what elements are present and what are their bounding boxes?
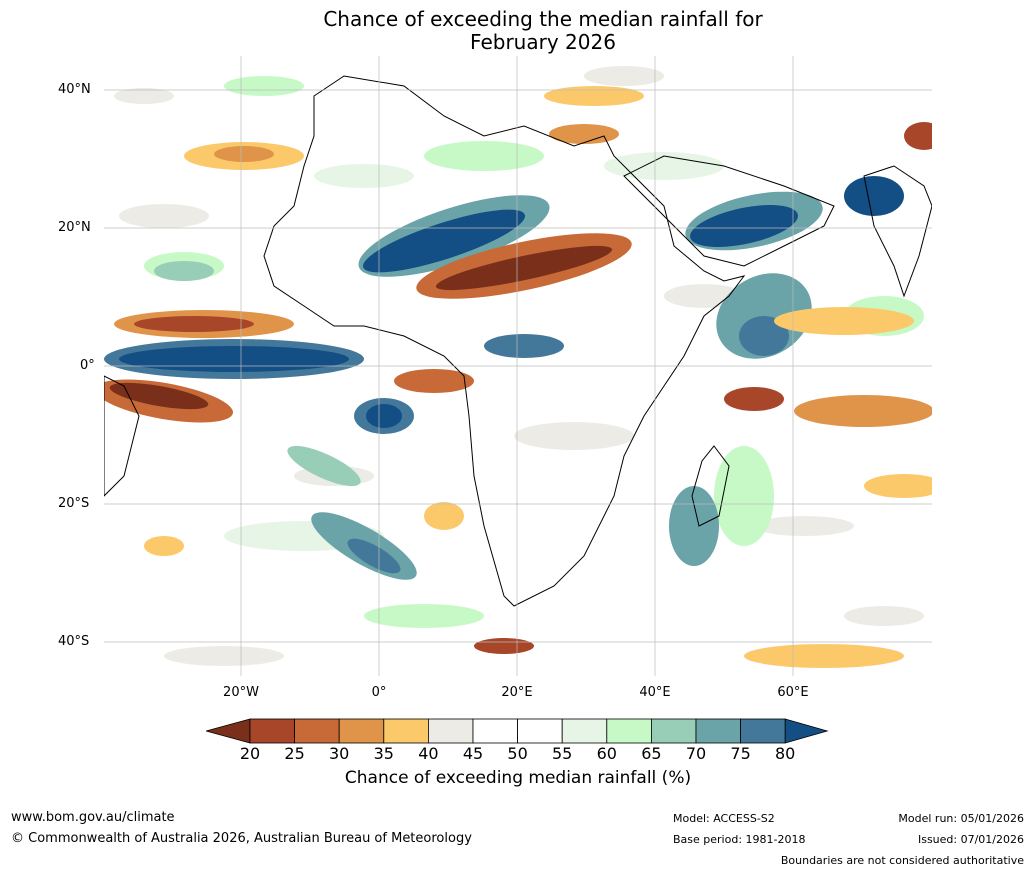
title-line-2: February 2026 <box>470 30 616 54</box>
lat-label-20s: 20°S <box>58 496 90 511</box>
colorbar-tick-label: 30 <box>329 744 350 763</box>
title-line-1: Chance of exceeding the median rainfall … <box>323 7 763 31</box>
madagascar-coastline <box>691 445 730 527</box>
colorbar-tick-label: 65 <box>641 744 662 763</box>
colorbar-cell <box>249 718 295 744</box>
lon-label-40e: 40°E <box>639 685 671 700</box>
lat-label-40s: 40°S <box>58 634 90 649</box>
colorbar-label: Chance of exceeding median rainfall (%) <box>344 768 692 788</box>
colorbar-tick-label: 80 <box>775 744 796 763</box>
colorbar-cell <box>695 718 741 744</box>
colorbar-cell <box>606 718 652 744</box>
disclaimer-text: Boundaries are not considered authoritat… <box>780 854 1024 867</box>
rainfall-map <box>104 56 932 676</box>
issued-text: Issued: 07/01/2026 <box>917 833 1024 846</box>
model-text: Model: ACCESS-S2 <box>673 812 775 825</box>
wet-anomaly-patches <box>104 176 904 580</box>
colorbar-tick-label: 25 <box>284 744 305 763</box>
colorbar-low-extension <box>206 718 251 744</box>
colorbar-cell <box>740 718 786 744</box>
colorbar <box>206 718 829 744</box>
south-america-coastline <box>104 375 140 497</box>
dry-anomaly-patches <box>104 86 932 668</box>
model-run-text: Model run: 05/01/2026 <box>898 812 1024 825</box>
colorbar-high-extension <box>784 718 829 744</box>
colorbar-tick-label: 60 <box>596 744 617 763</box>
map-svg <box>104 56 932 676</box>
copyright-text: © Commonwealth of Australia 2026, Austra… <box>11 831 472 846</box>
colorbar-tick-label: 50 <box>507 744 528 763</box>
colorbar-tick-label: 35 <box>373 744 394 763</box>
colorbar-cell <box>427 718 474 744</box>
coastline <box>263 75 746 607</box>
arabia-coastline <box>623 155 835 267</box>
lon-label-20e: 20°E <box>501 685 533 700</box>
lat-label-20n: 20°N <box>58 220 91 235</box>
colorbar-cell <box>294 718 340 744</box>
colorbar-tick-label: 55 <box>552 744 573 763</box>
colorbar-cell <box>561 718 608 744</box>
colorbar-cell <box>517 718 563 744</box>
lon-label-60e: 60°E <box>777 685 809 700</box>
colorbar-tick-label: 70 <box>685 744 707 763</box>
lon-label-20w: 20°W <box>223 685 259 700</box>
india-coastline <box>863 165 932 298</box>
lat-label-0: 0° <box>80 358 95 373</box>
colorbar-tick-label: 45 <box>462 744 484 763</box>
colorbar-tick-label: 75 <box>730 744 751 763</box>
colorbar-cell <box>472 718 518 744</box>
colorbar-tick-label: 20 <box>239 744 261 763</box>
graticule <box>104 56 932 676</box>
colorbar-cell <box>383 718 429 744</box>
colorbar-tick-label: 40 <box>418 744 439 763</box>
colorbar-cell <box>650 718 697 744</box>
lat-label-40n: 40°N <box>58 82 91 97</box>
colorbar-cell <box>338 718 385 744</box>
website-link[interactable]: www.bom.gov.au/climate <box>11 810 175 825</box>
base-period-text: Base period: 1981-2018 <box>673 833 806 846</box>
lon-label-0: 0° <box>371 685 387 700</box>
map-title: Chance of exceeding the median rainfall … <box>200 8 886 54</box>
